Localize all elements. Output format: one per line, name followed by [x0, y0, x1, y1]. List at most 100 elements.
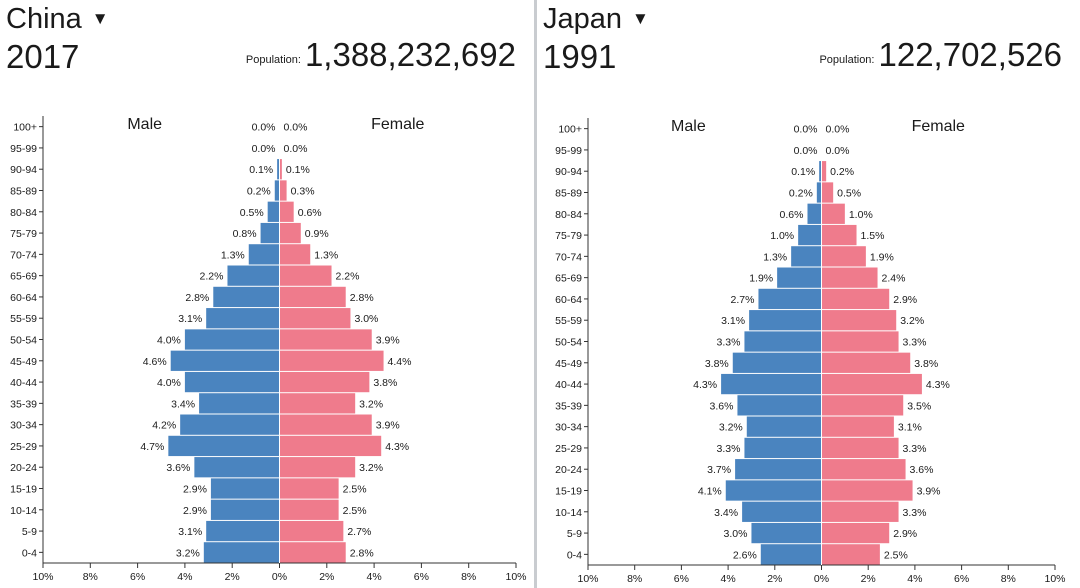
female-bar [821, 395, 904, 416]
male-bar [798, 224, 822, 246]
male-bar [213, 286, 280, 308]
y-tick-label: 90-94 [555, 166, 582, 178]
x-tick-label: 4% [177, 571, 192, 583]
population-readout: Population: 122,702,526 [819, 36, 1062, 74]
male-value-label: 3.3% [717, 337, 741, 349]
male-bar [721, 373, 822, 395]
female-bar [279, 499, 339, 520]
female-value-label: 3.8% [914, 358, 938, 370]
year-label: 1991 [543, 38, 617, 75]
female-value-label: 2.8% [350, 292, 374, 304]
y-tick-label: 100+ [558, 124, 582, 136]
female-bar [821, 437, 899, 459]
female-header: Female [371, 116, 424, 133]
male-bar [751, 522, 822, 544]
male-value-label: 4.1% [698, 486, 722, 498]
x-tick-label: 6% [674, 573, 689, 585]
male-value-label: 3.3% [717, 443, 741, 455]
female-value-label: 0.6% [298, 207, 322, 219]
male-bar [725, 480, 822, 501]
male-value-label: 0.1% [249, 164, 273, 176]
panel-divider [534, 0, 537, 588]
female-value-label: 2.4% [882, 273, 906, 285]
female-value-label: 3.2% [900, 315, 924, 327]
female-value-label: 2.7% [347, 526, 371, 538]
female-bar [821, 288, 890, 310]
female-value-label: 2.8% [350, 547, 374, 559]
y-tick-label: 50-54 [10, 335, 37, 347]
x-tick-label: 2% [861, 573, 876, 585]
caret-down-icon[interactable]: ▼ [632, 9, 649, 28]
male-value-label: 1.0% [770, 230, 794, 242]
male-bar [277, 159, 280, 180]
x-tick-label: 2% [225, 571, 240, 583]
male-bar [184, 329, 280, 350]
male-bar [777, 267, 822, 288]
female-value-label: 3.2% [359, 398, 383, 410]
female-value-label: 0.0% [826, 124, 850, 136]
x-tick-label: 10% [1044, 573, 1065, 585]
female-bar [821, 544, 880, 565]
y-tick-label: 55-59 [555, 315, 582, 327]
y-tick-label: 20-24 [10, 462, 37, 474]
y-tick-label: 75-79 [555, 230, 582, 242]
y-tick-label: 15-19 [555, 486, 582, 498]
male-value-label: 0.0% [794, 124, 818, 136]
y-tick-label: 60-64 [10, 292, 37, 304]
male-bar [210, 499, 280, 520]
male-bar [744, 331, 822, 352]
male-bar [206, 308, 280, 329]
x-tick-label: 6% [414, 571, 429, 583]
female-bar [821, 246, 866, 267]
x-tick-label: 4% [907, 573, 922, 585]
y-tick-label: 85-89 [555, 188, 582, 200]
x-tick-label: 0% [814, 573, 829, 585]
male-value-label: 0.2% [247, 186, 271, 198]
female-value-label: 2.5% [343, 484, 367, 496]
y-tick-label: 30-34 [10, 420, 37, 432]
y-tick-label: 25-29 [555, 443, 582, 455]
female-value-label: 3.0% [354, 313, 378, 325]
female-value-label: 2.9% [893, 294, 917, 306]
female-value-label: 1.0% [849, 209, 873, 221]
male-bar [184, 371, 280, 393]
caret-down-icon[interactable]: ▼ [91, 9, 109, 28]
y-tick-label: 80-84 [10, 207, 37, 219]
female-bar [279, 201, 294, 222]
female-bar [821, 416, 894, 437]
female-bar [821, 310, 897, 331]
male-bar [260, 222, 280, 244]
country-selector[interactable]: Japan ▼ [543, 2, 649, 36]
male-value-label: 2.2% [200, 271, 224, 283]
y-tick-label: 5-9 [567, 528, 582, 540]
country-selector[interactable]: China ▼ [6, 2, 109, 36]
female-bar [279, 180, 287, 201]
male-bar [735, 459, 822, 480]
female-value-label: 3.9% [376, 420, 400, 432]
x-tick-label: 2% [767, 573, 782, 585]
male-value-label: 0.0% [252, 122, 276, 134]
male-value-label: 2.9% [183, 505, 207, 517]
male-value-label: 4.7% [140, 441, 164, 453]
female-bar [821, 161, 827, 182]
female-value-label: 3.6% [910, 464, 934, 476]
female-bar [279, 308, 351, 329]
female-value-label: 2.2% [336, 271, 360, 283]
y-tick-label: 35-39 [555, 400, 582, 412]
male-value-label: 3.4% [171, 398, 195, 410]
female-value-label: 3.5% [907, 400, 931, 412]
female-bar [821, 480, 913, 501]
female-bar [821, 373, 922, 395]
female-bar [821, 224, 857, 246]
y-tick-label: 20-24 [555, 464, 582, 476]
male-value-label: 3.7% [707, 464, 731, 476]
pyramid-panel-china: China ▼ 2017 Population: 1,388,232,692 0.0… [0, 0, 534, 588]
female-bar [821, 267, 878, 288]
x-tick-label: 8% [461, 571, 476, 583]
male-value-label: 0.2% [789, 188, 813, 200]
male-value-label: 0.8% [233, 228, 257, 240]
male-bar [194, 457, 280, 478]
female-value-label: 4.3% [385, 441, 409, 453]
male-value-label: 4.2% [152, 420, 176, 432]
y-tick-label: 95-99 [555, 145, 582, 157]
